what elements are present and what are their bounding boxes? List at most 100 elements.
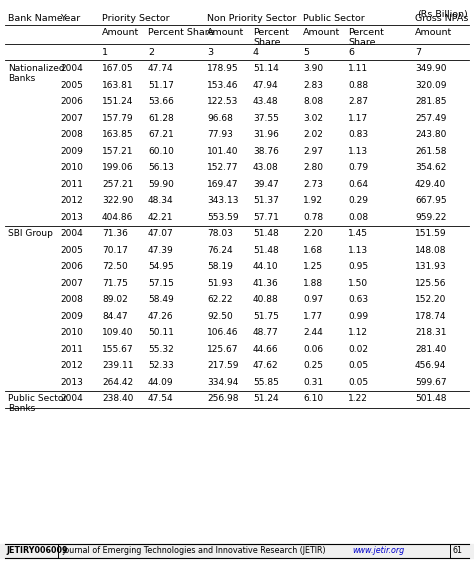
Text: 334.94: 334.94 <box>207 377 238 386</box>
Text: Public Sector: Public Sector <box>303 14 365 23</box>
Text: 51.14: 51.14 <box>253 64 279 73</box>
Text: 667.95: 667.95 <box>415 196 447 205</box>
Text: 47.74: 47.74 <box>148 64 173 73</box>
Text: 71.36: 71.36 <box>102 229 128 238</box>
Text: 261.58: 261.58 <box>415 146 447 155</box>
Text: 169.47: 169.47 <box>207 179 238 188</box>
Text: 67.21: 67.21 <box>148 130 174 139</box>
Text: 2.80: 2.80 <box>303 163 323 172</box>
Text: 2004: 2004 <box>60 229 83 238</box>
Text: 0.64: 0.64 <box>348 179 368 188</box>
Text: 125.67: 125.67 <box>207 344 238 353</box>
Text: 343.13: 343.13 <box>207 196 238 205</box>
Text: 1.12: 1.12 <box>348 328 368 337</box>
Text: 55.32: 55.32 <box>148 344 174 353</box>
Text: 58.19: 58.19 <box>207 262 233 271</box>
Text: 47.62: 47.62 <box>253 361 279 370</box>
Text: www.jetir.org: www.jetir.org <box>352 546 404 555</box>
Text: 152.20: 152.20 <box>415 295 447 304</box>
Text: (Rs.Billion): (Rs.Billion) <box>417 10 468 19</box>
Text: 0.88: 0.88 <box>348 80 368 89</box>
Text: 44.10: 44.10 <box>253 262 279 271</box>
Text: 0.25: 0.25 <box>303 361 323 370</box>
Text: 47.26: 47.26 <box>148 311 173 320</box>
Text: 501.48: 501.48 <box>415 394 447 403</box>
Text: 599.67: 599.67 <box>415 377 447 386</box>
Text: 122.53: 122.53 <box>207 97 238 106</box>
Bar <box>0 544 474 558</box>
Text: 2.97: 2.97 <box>303 146 323 155</box>
Text: Bank Name: Bank Name <box>8 14 63 23</box>
Text: 0.83: 0.83 <box>348 130 368 139</box>
Text: 48.77: 48.77 <box>253 328 279 337</box>
Text: 78.03: 78.03 <box>207 229 233 238</box>
Text: 257.21: 257.21 <box>102 179 133 188</box>
Text: 1.88: 1.88 <box>303 278 323 287</box>
Text: 47.07: 47.07 <box>148 229 174 238</box>
Text: 0.08: 0.08 <box>348 212 368 221</box>
Text: 2005: 2005 <box>60 245 83 254</box>
Text: 2: 2 <box>148 48 154 57</box>
Text: Journal of Emerging Technologies and Innovative Research (JETIR): Journal of Emerging Technologies and Inn… <box>62 546 326 555</box>
Text: 281.40: 281.40 <box>415 344 447 353</box>
Text: 62.22: 62.22 <box>207 295 233 304</box>
Text: 153.46: 153.46 <box>207 80 238 89</box>
Text: 77.93: 77.93 <box>207 130 233 139</box>
Text: Nationalized
Banks: Nationalized Banks <box>8 64 64 84</box>
Text: Percent
Share: Percent Share <box>348 28 384 47</box>
Text: 76.24: 76.24 <box>207 245 233 254</box>
Text: 553.59: 553.59 <box>207 212 238 221</box>
Text: 52.33: 52.33 <box>148 361 174 370</box>
Text: 1.17: 1.17 <box>348 113 368 122</box>
Text: 44.09: 44.09 <box>148 377 173 386</box>
Text: 96.68: 96.68 <box>207 113 233 122</box>
Text: 0.78: 0.78 <box>303 212 323 221</box>
Text: 2013: 2013 <box>60 212 83 221</box>
Text: 2011: 2011 <box>60 344 83 353</box>
Text: 40.88: 40.88 <box>253 295 279 304</box>
Text: 109.40: 109.40 <box>102 328 134 337</box>
Text: 2010: 2010 <box>60 163 83 172</box>
Text: 57.71: 57.71 <box>253 212 279 221</box>
Text: 354.62: 354.62 <box>415 163 447 172</box>
Text: 217.59: 217.59 <box>207 361 238 370</box>
Text: 1.25: 1.25 <box>303 262 323 271</box>
Text: 238.40: 238.40 <box>102 394 133 403</box>
Text: 2008: 2008 <box>60 295 83 304</box>
Text: 1.45: 1.45 <box>348 229 368 238</box>
Text: 60.10: 60.10 <box>148 146 174 155</box>
Text: 148.08: 148.08 <box>415 245 447 254</box>
Text: 0.31: 0.31 <box>303 377 323 386</box>
Text: Year: Year <box>60 14 80 23</box>
Text: 2007: 2007 <box>60 113 83 122</box>
Text: 1.11: 1.11 <box>348 64 368 73</box>
Text: 0.99: 0.99 <box>348 311 368 320</box>
Text: 2008: 2008 <box>60 130 83 139</box>
Text: 167.05: 167.05 <box>102 64 134 73</box>
Text: 2.44: 2.44 <box>303 328 323 337</box>
Text: 38.76: 38.76 <box>253 146 279 155</box>
Text: 47.39: 47.39 <box>148 245 174 254</box>
Text: 349.90: 349.90 <box>415 64 447 73</box>
Text: Percent Share: Percent Share <box>148 28 214 37</box>
Text: 101.40: 101.40 <box>207 146 238 155</box>
Text: 322.90: 322.90 <box>102 196 133 205</box>
Text: 89.02: 89.02 <box>102 295 128 304</box>
Text: 1.13: 1.13 <box>348 245 368 254</box>
Text: 59.90: 59.90 <box>148 179 174 188</box>
Text: 55.85: 55.85 <box>253 377 279 386</box>
Text: 2004: 2004 <box>60 394 83 403</box>
Text: 8.08: 8.08 <box>303 97 323 106</box>
Text: 959.22: 959.22 <box>415 212 447 221</box>
Text: 47.94: 47.94 <box>253 80 279 89</box>
Text: 70.17: 70.17 <box>102 245 128 254</box>
Text: 51.48: 51.48 <box>253 245 279 254</box>
Text: 151.59: 151.59 <box>415 229 447 238</box>
Text: 151.24: 151.24 <box>102 97 133 106</box>
Text: 2.20: 2.20 <box>303 229 323 238</box>
Text: 178.74: 178.74 <box>415 311 447 320</box>
Text: 37.55: 37.55 <box>253 113 279 122</box>
Text: 0.29: 0.29 <box>348 196 368 205</box>
Text: 50.11: 50.11 <box>148 328 174 337</box>
Text: 2012: 2012 <box>60 361 83 370</box>
